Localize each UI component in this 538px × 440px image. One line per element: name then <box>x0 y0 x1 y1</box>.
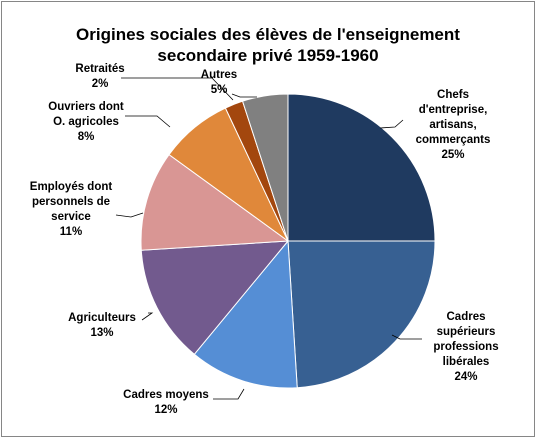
data-label-value: 24% <box>454 371 477 383</box>
data-label-text: Ouvriers dont <box>48 101 124 113</box>
pie-slice-1 <box>287 240 436 389</box>
data-label-0: Chefs d'entreprise, artisans, commerçants 25… <box>416 89 491 161</box>
data-label-text: Cadres <box>447 311 486 323</box>
data-label-text: supérieurs <box>437 326 496 338</box>
data-label-value: 25% <box>441 149 464 161</box>
data-label-4: Employés dont personnels de service 11% <box>30 181 113 238</box>
data-label-text: d'entreprise, <box>419 104 488 116</box>
data-label-text: Chefs <box>437 89 469 101</box>
data-label-5: Ouvriers dont O. agricoles 8% <box>48 101 124 143</box>
chart-title-line-2: secondaire privé 1959-1960 <box>157 46 378 65</box>
data-label-text: Employés dont <box>30 181 113 193</box>
data-label-1: Cadres supérieurs professions libérales 24% <box>433 311 498 383</box>
leader-lines <box>115 77 422 400</box>
data-label-text: libérales <box>443 356 490 368</box>
data-label-value: 12% <box>154 404 177 416</box>
data-label-value: 8% <box>78 131 95 143</box>
leader-line-2 <box>213 388 245 400</box>
data-label-text: Retraités <box>75 63 124 75</box>
data-labels: Chefs d'entreprise, artisans, commerçants 25… <box>30 63 499 416</box>
data-label-3: Agriculteurs 13% <box>68 312 136 339</box>
pie-slice-4 <box>140 153 290 251</box>
data-label-text: Cadres moyens <box>123 389 209 401</box>
leader-line-4 <box>115 212 144 218</box>
data-label-text: Autres <box>201 69 237 81</box>
data-label-7: Autres 5% <box>201 69 237 96</box>
data-label-value: 2% <box>92 78 109 90</box>
leader-line-5 <box>125 115 171 128</box>
leader-line-7 <box>231 93 257 98</box>
pie-slice-7 <box>241 93 289 242</box>
leader-line-1 <box>391 334 422 340</box>
pie-slice-2 <box>193 239 298 389</box>
data-label-value: 5% <box>211 84 228 96</box>
pie-slice-0 <box>287 93 436 242</box>
leader-line-3 <box>141 312 154 321</box>
chart-title-line-1: Origines sociales des élèves de l'enseig… <box>76 25 460 44</box>
data-label-text: O. agricoles <box>53 116 119 128</box>
data-label-text: professions <box>433 341 498 353</box>
data-label-text: Agriculteurs <box>68 312 136 324</box>
data-label-text: artisans, <box>429 119 476 131</box>
pie-slice-3 <box>140 240 290 355</box>
data-label-text: service <box>51 211 91 223</box>
data-label-2: Cadres moyens 12% <box>123 389 209 416</box>
leader-line-0 <box>379 119 404 129</box>
data-label-text: commerçants <box>416 134 491 146</box>
data-label-6: Retraités 2% <box>75 63 124 90</box>
pie-slices <box>140 93 436 389</box>
data-label-text: personnels de <box>32 196 110 208</box>
data-label-value: 13% <box>90 327 113 339</box>
data-label-value: 11% <box>60 226 82 238</box>
leader-line-6 <box>121 77 234 101</box>
